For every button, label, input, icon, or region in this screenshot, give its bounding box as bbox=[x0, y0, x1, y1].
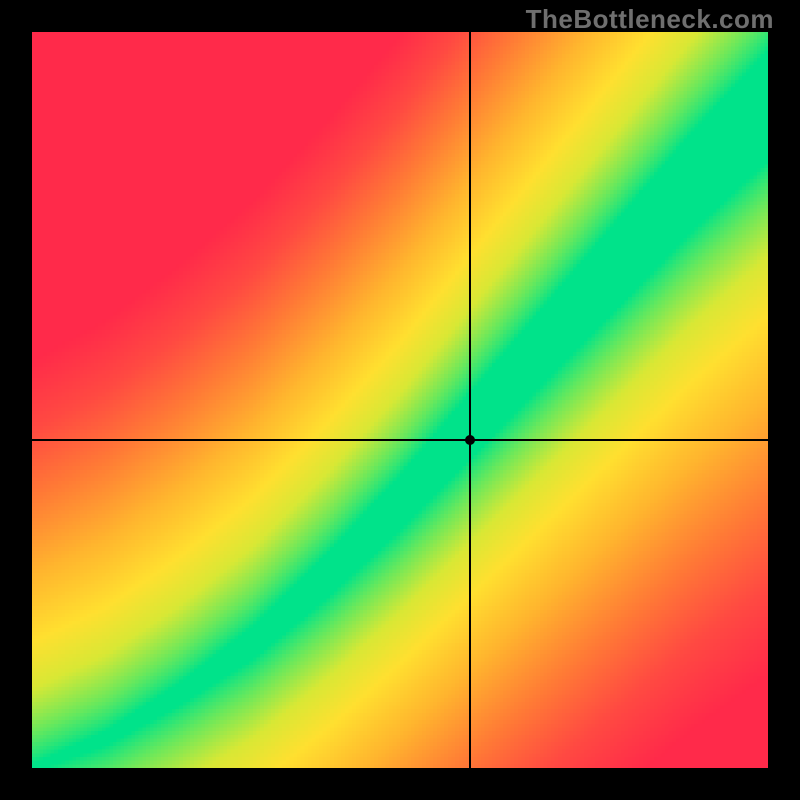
crosshair-horizontal bbox=[32, 439, 768, 441]
plot-area bbox=[32, 32, 768, 768]
watermark-text: TheBottleneck.com bbox=[526, 4, 774, 35]
heatmap-canvas bbox=[32, 32, 768, 768]
crosshair-vertical bbox=[469, 32, 471, 768]
